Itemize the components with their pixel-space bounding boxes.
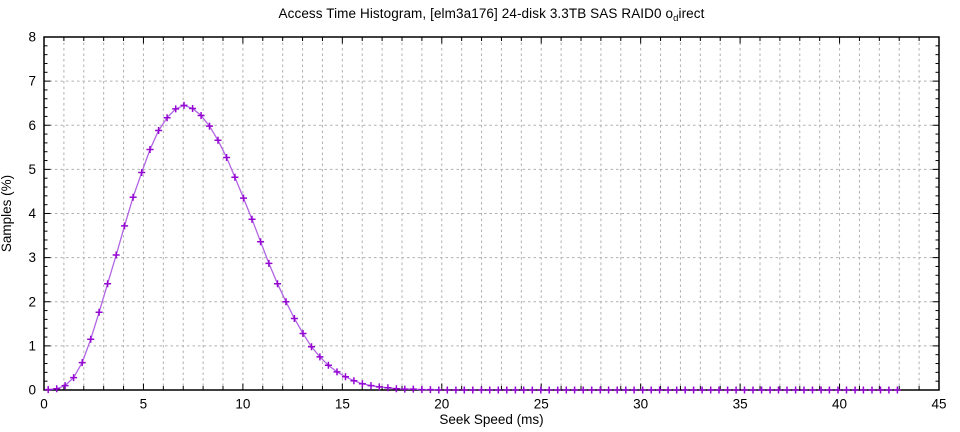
- x-tick-label: 5: [140, 397, 148, 412]
- x-tick-label: 30: [633, 397, 648, 412]
- y-tick-label: 8: [28, 30, 36, 45]
- y-axis-label: Samples (%): [0, 175, 14, 252]
- x-tick-label: 15: [335, 397, 350, 412]
- chart-title-pre: Access Time Histogram, [elm3a176] 24-dis…: [278, 6, 674, 21]
- x-axis-label: Seek Speed (ms): [439, 412, 543, 427]
- x-tick-label: 45: [931, 397, 946, 412]
- x-tick-label: 35: [733, 397, 748, 412]
- y-tick-label: 7: [28, 74, 36, 89]
- chart-title: Access Time Histogram, [elm3a176] 24-dis…: [44, 6, 939, 24]
- x-tick-label: 40: [832, 397, 847, 412]
- curve-line: [48, 104, 439, 391]
- x-tick-label: 25: [534, 397, 549, 412]
- chart-title-subscript: d: [673, 13, 679, 24]
- y-tick-label: 1: [28, 338, 36, 353]
- y-tick-label: 4: [28, 206, 36, 221]
- data-point-markers: [44, 101, 901, 394]
- x-tick-label: 0: [40, 397, 48, 412]
- chart-title-post: irect: [678, 6, 705, 21]
- y-tick-label: 2: [28, 294, 36, 309]
- y-tick-label: 0: [28, 383, 36, 398]
- x-tick-label: 20: [434, 397, 449, 412]
- y-tick-label: 5: [28, 162, 36, 177]
- y-tick-label: 3: [28, 250, 36, 265]
- x-tick-label: 10: [235, 397, 250, 412]
- y-tick-label: 6: [28, 118, 36, 133]
